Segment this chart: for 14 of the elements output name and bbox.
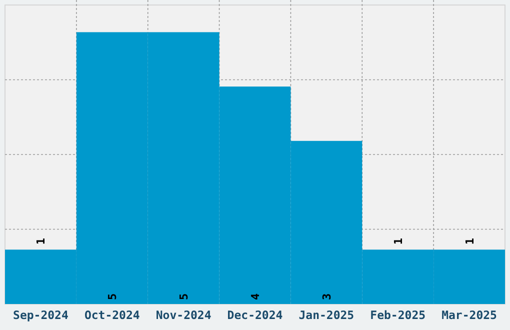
x-tick-label: Mar-2025: [442, 308, 498, 322]
x-tick-label: Feb-2025: [370, 308, 426, 322]
data-label: 1: [392, 238, 405, 245]
data-label: 1: [34, 238, 48, 245]
x-tick-label: Dec-2024: [227, 308, 283, 322]
x-tick-label: Sep-2024: [13, 308, 68, 322]
data-label: 5: [106, 293, 120, 300]
data-label: 5: [178, 293, 191, 300]
data-label: 3: [320, 293, 334, 300]
x-tick-label: Jan-2025: [298, 308, 354, 322]
data-label: 1: [463, 238, 476, 245]
data-label: 4: [249, 293, 262, 300]
x-tick-label: Nov-2024: [156, 308, 212, 322]
x-tick-label: Oct-2024: [84, 308, 140, 322]
